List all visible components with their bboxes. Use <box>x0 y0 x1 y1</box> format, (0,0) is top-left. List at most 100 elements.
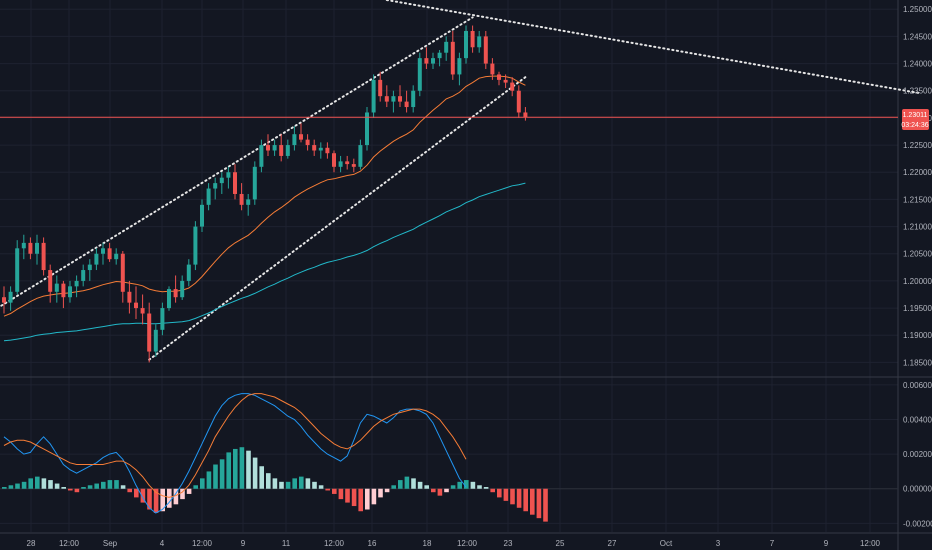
macd-histogram-bar <box>365 488 370 510</box>
macd-histogram-bar <box>54 483 60 489</box>
candle-body <box>365 112 369 146</box>
macd-histogram-bar <box>318 485 324 489</box>
macd-histogram-bar <box>398 480 403 489</box>
macd-histogram-bar <box>437 488 443 496</box>
candle-body <box>41 242 46 271</box>
macd-histogram-bar <box>490 488 495 493</box>
candle-body <box>54 283 59 292</box>
macd-histogram-bar <box>226 452 231 489</box>
time-tick-label: 7 <box>770 539 775 548</box>
candle-body <box>2 297 6 303</box>
candle-body <box>378 79 383 97</box>
macd-histogram-bar <box>338 488 344 500</box>
candle-body <box>424 58 429 64</box>
macd-line <box>3 393 467 514</box>
macd-histogram-bar <box>134 488 139 498</box>
macd-axis[interactable]: 0.00600 0.00400 0.00200 0.00000 -0.00200 <box>903 381 932 528</box>
candle-body <box>74 280 79 287</box>
price-axis[interactable]: 1.250001.245001.240001.235001.230001.225… <box>903 5 932 367</box>
candle-body <box>444 41 449 53</box>
price-tick-label: 1.21500 <box>903 195 932 204</box>
macd-histogram-bar <box>8 485 14 489</box>
macd-tick-label: 0.00400 <box>903 416 932 425</box>
candle-body <box>226 172 231 178</box>
candle-body <box>358 145 363 167</box>
candle-body <box>107 248 112 260</box>
candle-body <box>490 63 495 75</box>
macd-histogram-bar <box>444 488 449 493</box>
macd-histogram-bar <box>233 448 238 489</box>
macd-histogram-bar <box>483 487 489 489</box>
time-tick-label: 23 <box>504 539 513 548</box>
macd-histogram-bar <box>536 488 542 519</box>
candle-body <box>398 96 402 102</box>
macd-histogram-bar <box>312 481 317 489</box>
candle-body <box>279 145 284 156</box>
candle-body <box>411 90 416 108</box>
macd-histogram-bar <box>41 478 47 489</box>
candle-body <box>153 329 158 352</box>
macd-histogram-bar <box>120 485 126 489</box>
price-tick-label: 1.22500 <box>903 141 932 150</box>
macd-histogram-bar <box>180 488 185 500</box>
trendline <box>385 0 923 95</box>
candle-body <box>127 291 132 303</box>
trendline <box>0 16 474 308</box>
candle-body <box>312 145 317 151</box>
candles[interactable] <box>2 25 528 363</box>
candle-body <box>206 188 211 205</box>
candle-body <box>437 52 442 59</box>
macd-histogram-bar <box>332 488 337 494</box>
candle-body <box>114 253 119 260</box>
macd-histogram-bar <box>358 488 363 512</box>
candle-body <box>351 164 356 167</box>
macd-histogram-bar <box>384 488 390 493</box>
candle-body <box>147 313 152 352</box>
price-tick-label: 1.25000 <box>903 5 932 14</box>
time-axis[interactable]: 28 12:00 Sep 4 12:00 9 11 12:00 16 18 12:00 23 25 27 O… <box>27 539 881 548</box>
time-tick-label: 12:00 <box>59 539 80 548</box>
candle-body <box>239 193 244 205</box>
candle-body <box>292 134 297 146</box>
trendlines[interactable] <box>0 0 923 361</box>
candle-body <box>180 280 185 298</box>
candle-body <box>285 145 290 156</box>
macd-histogram-bar <box>186 488 192 494</box>
macd-histogram-bar <box>252 457 258 489</box>
macd-histogram-bar <box>140 488 146 503</box>
candle-body <box>470 30 475 48</box>
macd-histogram-bar <box>477 485 482 489</box>
candle-body <box>21 242 26 249</box>
macd-histogram-bar <box>21 481 27 489</box>
macd-histogram-bar <box>160 488 165 512</box>
macd-histogram-bar <box>285 481 291 489</box>
macd-histogram-bar <box>127 488 132 493</box>
candle-body <box>417 58 422 91</box>
candle-body <box>200 204 204 227</box>
candle-body <box>68 286 72 298</box>
candle-body <box>101 248 105 254</box>
macd-histogram-bar <box>206 471 212 489</box>
macd-histogram-bar <box>523 488 528 512</box>
candle-body <box>134 302 138 309</box>
time-tick-label: 25 <box>556 539 565 548</box>
price-tick-label: 1.19000 <box>903 331 932 340</box>
macd-histogram-bar <box>431 488 436 493</box>
candle-body <box>497 74 501 80</box>
price-tick-label: 1.20500 <box>903 250 932 259</box>
macd-histogram-bar <box>279 481 284 489</box>
time-tick-label: 12:00 <box>860 539 881 548</box>
time-tick-label: 28 <box>27 539 36 548</box>
macd-histogram-bar <box>101 481 106 489</box>
macd-pane[interactable] <box>0 393 898 522</box>
candle-body <box>219 177 224 184</box>
candle-body <box>87 264 92 271</box>
candle-body <box>431 58 435 64</box>
candle-body <box>160 308 165 330</box>
candle-body <box>391 96 396 102</box>
macd-histogram-bar <box>424 485 429 489</box>
candle-body <box>167 289 171 309</box>
